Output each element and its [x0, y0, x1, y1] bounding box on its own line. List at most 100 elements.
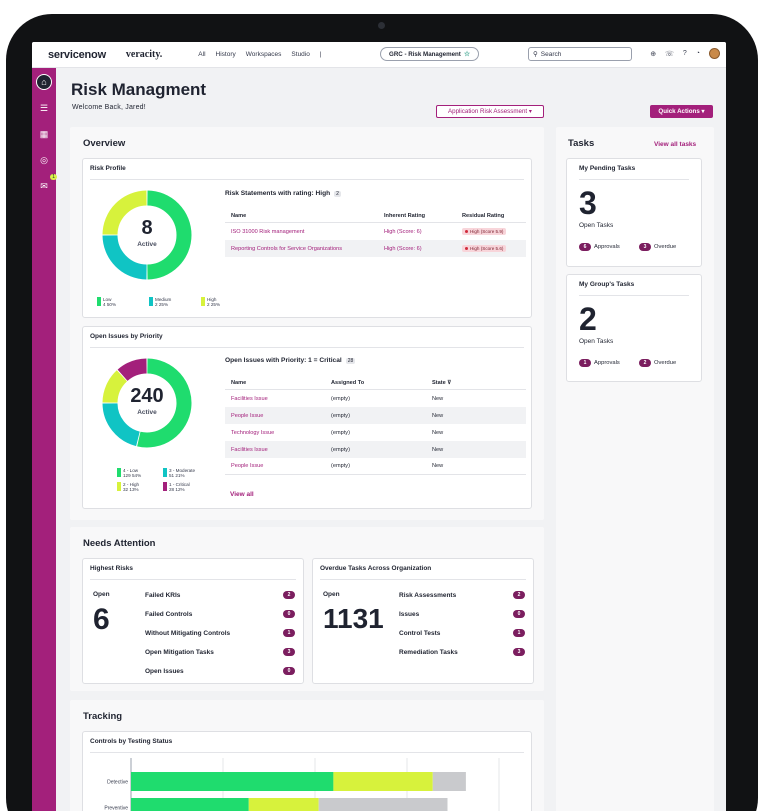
chat-icon[interactable]: ☏ [665, 50, 674, 58]
list-item[interactable]: Risk Assessments 2 [399, 591, 525, 599]
bar-segment-detective-0[interactable] [131, 772, 334, 791]
overdue-open-count: 1131 [323, 603, 384, 634]
list-item[interactable]: Issues 0 [399, 610, 525, 618]
donut-slice-low[interactable] [146, 190, 192, 280]
issue-name-link[interactable]: People Issue [231, 412, 264, 419]
risk-statements-heading: Risk Statements with rating: High 2 [225, 190, 341, 197]
issue-name-link[interactable]: Facilities Issue [231, 446, 268, 453]
column-inherent-rating[interactable]: Inherent Rating [384, 212, 426, 219]
residual-rating-chip: High (Score 5.9) [462, 228, 507, 235]
bar-segment-detective-1[interactable] [333, 772, 433, 791]
list-item[interactable]: Remediation Tasks 3 [399, 648, 525, 656]
highest-risks-open-count: 6 [93, 603, 110, 636]
inbox-icon[interactable]: ✉ 1 [40, 174, 57, 191]
donut-slice-high[interactable] [102, 190, 148, 236]
help-icon[interactable]: ? [682, 50, 687, 57]
table-header: Name Assigned To State ⊽ [225, 376, 526, 390]
legend-label: 4 - Low [123, 468, 139, 473]
view-all-link[interactable]: View all [230, 491, 254, 498]
category-label: Detective [107, 780, 128, 786]
donut-slice-3-moderate[interactable] [102, 402, 141, 447]
star-icon[interactable]: ☆ [463, 51, 471, 58]
open-issues-legend: 4 - Low 129 54% 3 - Moderate 51 21% 2 - Hi… [117, 468, 209, 492]
issue-name-link[interactable]: Technology Issue [231, 429, 275, 436]
column-name[interactable]: Name [231, 379, 247, 386]
servicenow-logo[interactable]: servicenow [48, 48, 106, 61]
table-row[interactable]: ISO 31000 Risk management High (Score: 6… [225, 223, 526, 240]
overdue-tasks-title: Overdue Tasks Across Organization [320, 565, 432, 572]
nav-studio[interactable]: Studio [291, 51, 310, 58]
donut-slice-2-high[interactable] [102, 370, 128, 404]
nav-workspaces[interactable]: Workspaces [245, 51, 282, 58]
bar-segment-preventive-1[interactable] [248, 798, 319, 811]
pending-overdue[interactable]: 3 Overdue [639, 243, 676, 251]
column-state[interactable]: State ⊽ [432, 379, 452, 386]
column-assigned-to[interactable]: Assigned To [331, 379, 365, 386]
quick-actions-button[interactable]: Quick Actions ▾ [650, 105, 713, 118]
palette-icon[interactable]: ◎ [40, 154, 48, 165]
group-tasks-title: My Group's Tasks [579, 281, 635, 288]
status-dot [465, 247, 468, 250]
donut-slice-1-critical[interactable] [117, 358, 148, 382]
risk-name-link[interactable]: ISO 31000 Risk management [231, 228, 305, 235]
count-badge: 3 [513, 648, 525, 656]
list-item[interactable]: Failed KRIs 2 [145, 591, 295, 599]
table-row[interactable]: Facilities Issue (empty) New [225, 390, 526, 407]
welcome-text: Welcome Back, Jared! [72, 104, 146, 111]
search-input[interactable]: ⚲ Search [528, 47, 632, 61]
table-row[interactable]: Technology Issue (empty) New [225, 424, 526, 441]
issue-name-link[interactable]: People Issue [231, 463, 264, 469]
avatar[interactable] [709, 48, 720, 59]
issue-name-link[interactable]: Facilities Issue [231, 395, 268, 402]
open-issues-title: Open Issues by Priority [90, 333, 163, 340]
table-row[interactable]: Facilities Issue (empty) New [225, 441, 526, 458]
donut-segments [102, 190, 192, 280]
app-scope-pill[interactable]: GRC - Risk Management ☆ [380, 47, 480, 61]
list-item[interactable]: Failed Controls 0 [145, 610, 295, 618]
table-row[interactable]: People Issue (empty) New [225, 407, 526, 424]
bell-icon[interactable]: ◔ [695, 50, 700, 57]
highest-risks-card: Highest Risks Open 6 Failed KRIs 2 Failed… [82, 558, 304, 684]
overview-panel: Overview Risk Profile 8 Active Low 4 50% … [70, 127, 544, 520]
table-row[interactable]: People Issue (empty) New [225, 458, 526, 475]
view-all-tasks-link[interactable]: View all tasks [654, 141, 697, 148]
dashboard-icon[interactable]: ▦ [39, 128, 49, 139]
group-tasks-card[interactable]: My Group's Tasks 2 Open Tasks 1 Approval… [566, 274, 702, 382]
donut-slice-medium[interactable] [102, 234, 148, 280]
application-risk-assessment-button[interactable]: Application Risk Assessment ▾ [436, 105, 544, 118]
list-item[interactable]: Open Issues 0 [145, 667, 295, 675]
pending-approvals[interactable]: 6 Approvals [579, 243, 620, 251]
bar-segment-detective-2[interactable] [432, 772, 466, 791]
group-overdue[interactable]: 2 Overdue [639, 359, 676, 367]
app-scope-label: GRC - Risk Management [389, 50, 461, 58]
list-item[interactable]: Control Tests 1 [399, 629, 525, 637]
open-issues-table-count: 28 [345, 357, 356, 364]
legend-pct: 50% [106, 302, 117, 308]
assigned-to: (empty) [331, 446, 350, 453]
nav-history[interactable]: History [215, 51, 236, 58]
donut-slice-4-low[interactable] [137, 358, 192, 448]
group-approvals[interactable]: 1 Approvals [579, 359, 620, 367]
bar-segment-preventive-2[interactable] [318, 798, 448, 811]
column-residual-rating[interactable]: Residual Rating [462, 212, 505, 219]
legend-count: 51 [169, 473, 175, 479]
column-name[interactable]: Name [231, 212, 247, 219]
pending-tasks-card[interactable]: My Pending Tasks 3 Open Tasks 6 Approval… [566, 158, 702, 267]
list-icon[interactable]: ☰ [39, 102, 49, 113]
legend-swatch [163, 482, 167, 492]
legend-swatch [149, 297, 153, 306]
app-screen: servicenow veracity. All History Workspa… [32, 42, 726, 811]
risk-name-link[interactable]: Reporting Controls for Service Organizat… [231, 245, 342, 252]
home-icon[interactable]: ⌂ [36, 74, 52, 90]
list-item[interactable]: Without Mitigating Controls 1 [145, 629, 295, 637]
overdue-tasks-list: Risk Assessments 2 Issues 0 Control Tests 1… [399, 591, 525, 656]
assigned-to: (empty) [331, 412, 350, 419]
item-label: Issues [399, 610, 420, 618]
list-item[interactable]: Open Mitigation Tasks 3 [145, 648, 295, 656]
table-row[interactable]: Reporting Controls for Service Organizat… [225, 240, 526, 257]
bar-segment-preventive-0[interactable] [131, 798, 249, 811]
open-issues-active-label: Active [137, 409, 157, 416]
globe-icon[interactable]: ⊕ [650, 50, 657, 58]
risk-profile-active-label: Active [137, 241, 157, 248]
nav-all[interactable]: All [198, 51, 206, 58]
